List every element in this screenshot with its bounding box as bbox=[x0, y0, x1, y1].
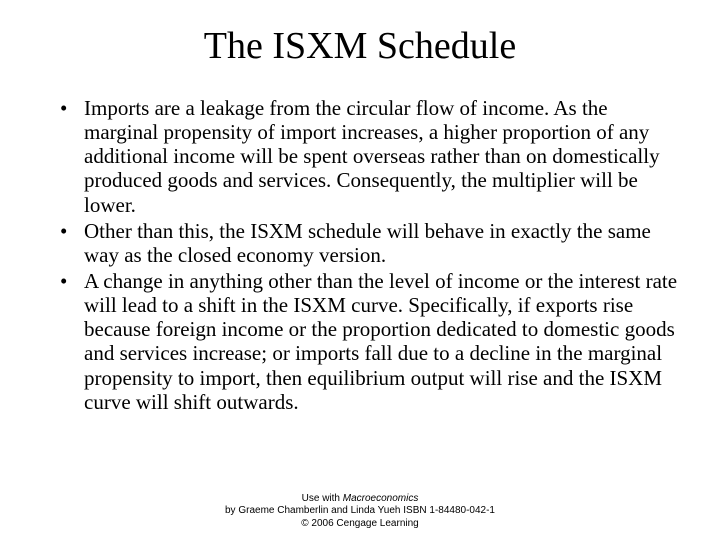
list-item: A change in anything other than the leve… bbox=[60, 269, 680, 414]
footer-prefix: Use with bbox=[302, 493, 343, 504]
footer-line-3: © 2006 Cengage Learning bbox=[0, 518, 720, 531]
list-item: Other than this, the ISXM schedule will … bbox=[60, 219, 680, 267]
footer-line-1: Use with Macroeconomics bbox=[0, 493, 720, 506]
slide-footer: Use with Macroeconomics by Graeme Chambe… bbox=[0, 493, 720, 531]
slide-title: The ISXM Schedule bbox=[40, 24, 680, 68]
slide: The ISXM Schedule Imports are a leakage … bbox=[0, 0, 720, 540]
bullet-list: Imports are a leakage from the circular … bbox=[40, 96, 680, 414]
footer-book-title: Macroeconomics bbox=[343, 493, 419, 504]
footer-line-2: by Graeme Chamberlin and Linda Yueh ISBN… bbox=[0, 505, 720, 518]
list-item: Imports are a leakage from the circular … bbox=[60, 96, 680, 217]
